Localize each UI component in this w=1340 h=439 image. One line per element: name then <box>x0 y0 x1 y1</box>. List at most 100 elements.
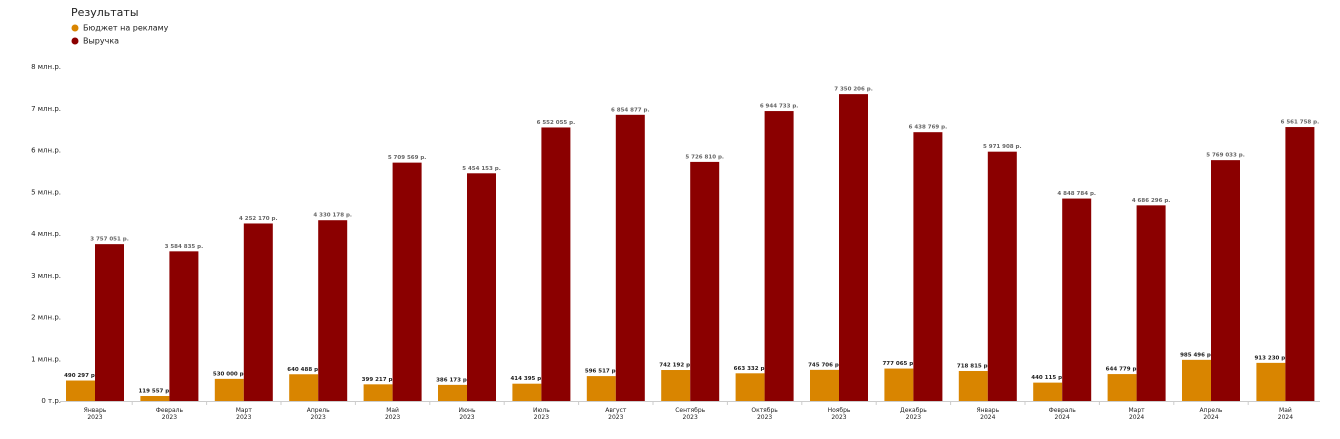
x-tick-line: Июнь <box>459 407 476 414</box>
value-label: 5 726 810 р. <box>685 154 724 160</box>
value-label: 5 971 908 р. <box>983 144 1022 150</box>
x-tick-line: Январь <box>84 407 107 414</box>
bar <box>1107 374 1137 401</box>
x-tick-line: Сентябрь <box>675 407 705 414</box>
bar <box>363 384 393 401</box>
bar <box>1033 382 1063 401</box>
y-tick-label: 5 млн.р. <box>31 188 61 196</box>
x-tick-label: Февраль 2023 <box>156 407 184 421</box>
y-tick-label: 6 млн.р. <box>31 147 61 155</box>
y-tick-label: 4 млн.р. <box>31 230 61 238</box>
bar <box>289 374 319 401</box>
bar <box>541 127 571 401</box>
legend-marker <box>71 37 79 45</box>
x-tick-label: Июнь 2023 <box>459 407 476 421</box>
value-label: 640 488 р. <box>287 367 320 373</box>
x-tick-line: 2023 <box>534 414 549 421</box>
x-tick-line: Декабрь <box>900 407 927 414</box>
x-tick-label: Октябрь 2023 <box>751 407 778 421</box>
x-tick-line: 2023 <box>683 414 698 421</box>
bar <box>913 132 943 401</box>
x-tick-line: 2023 <box>162 414 177 421</box>
x-tick-line: 2023 <box>608 414 623 421</box>
y-tick-label: 3 млн.р. <box>31 272 61 280</box>
bar <box>243 223 273 401</box>
value-label: 6 552 055 р. <box>537 120 576 126</box>
bar <box>512 383 542 401</box>
x-tick-label: Январь 2024 <box>976 407 999 421</box>
x-tick-line: 2023 <box>831 414 846 421</box>
x-tick-label: Март 2023 <box>236 407 253 421</box>
value-label: 4 848 784 р. <box>1057 191 1096 197</box>
value-label: 644 779 р. <box>1106 367 1139 373</box>
value-label: 5 709 569 р. <box>388 155 427 161</box>
bar <box>1062 198 1092 401</box>
x-tick-line: 2023 <box>87 414 102 421</box>
x-tick-line: Август <box>605 407 627 414</box>
x-tick-line: Ноябрь <box>828 407 851 414</box>
value-label: 4 330 178 р. <box>313 213 352 219</box>
x-tick-line: 2023 <box>757 414 772 421</box>
bar <box>392 162 422 401</box>
bar <box>586 376 616 401</box>
value-label: 7 350 206 р. <box>834 87 873 93</box>
y-tick-label: 7 млн.р. <box>31 105 61 113</box>
value-label: 6 438 769 р. <box>909 125 948 131</box>
y-tick-label: 8 млн.р. <box>31 63 61 71</box>
x-tick-line: 2024 <box>1129 414 1144 421</box>
value-label: 399 217 р. <box>362 377 395 383</box>
bar <box>987 151 1017 401</box>
value-label: 5 454 153 р. <box>462 166 501 172</box>
y-tick-label: 1 млн.р. <box>31 355 61 363</box>
x-tick-label: Август 2023 <box>605 407 627 421</box>
value-label: 777 065 р. <box>882 361 915 367</box>
bar <box>1256 362 1286 401</box>
bar <box>438 384 467 401</box>
x-tick-line: Июль <box>533 407 550 414</box>
legend-marker <box>71 24 79 32</box>
value-label: 4 686 296 р. <box>1132 198 1171 204</box>
value-label: 745 706 р. <box>808 362 841 368</box>
bar <box>1285 127 1315 401</box>
x-tick-label: Апрель 2023 <box>307 407 330 421</box>
bar <box>810 369 839 401</box>
x-tick-line: 2023 <box>236 414 251 421</box>
bar <box>661 370 691 401</box>
x-tick-label: Декабрь 2023 <box>900 407 927 421</box>
value-label: 5 769 033 р. <box>1206 153 1245 159</box>
bar <box>1211 160 1240 401</box>
value-label: 596 517 р. <box>585 369 618 375</box>
value-label: 3 584 835 р. <box>165 244 204 250</box>
x-tick-line: Октябрь <box>751 407 778 414</box>
value-label: 414 395 р. <box>510 376 543 382</box>
bar <box>839 94 868 401</box>
bar <box>1182 359 1211 401</box>
value-label: 718 815 р. <box>957 363 990 369</box>
x-tick-label: Май 2023 <box>385 407 400 421</box>
x-tick-line: Апрель <box>307 407 330 414</box>
value-label: 386 173 р. <box>436 377 469 383</box>
value-label: 6 944 733 р. <box>760 104 799 110</box>
value-label: 440 115 р. <box>1031 375 1064 381</box>
x-tick-label: Апрель 2024 <box>1200 407 1223 421</box>
x-tick-line: 2024 <box>1203 414 1218 421</box>
value-label: 913 230 р. <box>1254 355 1287 361</box>
x-tick-line: 2024 <box>1278 414 1293 421</box>
value-label: 6 854 877 р. <box>611 107 650 113</box>
x-tick-line: Февраль <box>1049 407 1077 414</box>
x-tick-line: 2023 <box>459 414 474 421</box>
x-tick-line: 2024 <box>1055 414 1070 421</box>
x-tick-line: 2024 <box>980 414 995 421</box>
value-label: 985 496 р. <box>1180 352 1213 358</box>
y-tick-label: 2 млн.р. <box>31 314 61 322</box>
value-label: 490 297 р. <box>64 373 97 379</box>
bar <box>1136 205 1166 401</box>
value-label: 119 557 р. <box>138 389 171 395</box>
value-label: 6 561 758 р. <box>1281 120 1320 126</box>
legend-label: Выручка <box>83 37 119 46</box>
bar <box>764 111 794 401</box>
x-tick-line: 2023 <box>311 414 326 421</box>
value-label: 3 757 051 р. <box>90 237 129 243</box>
bar <box>615 114 645 401</box>
